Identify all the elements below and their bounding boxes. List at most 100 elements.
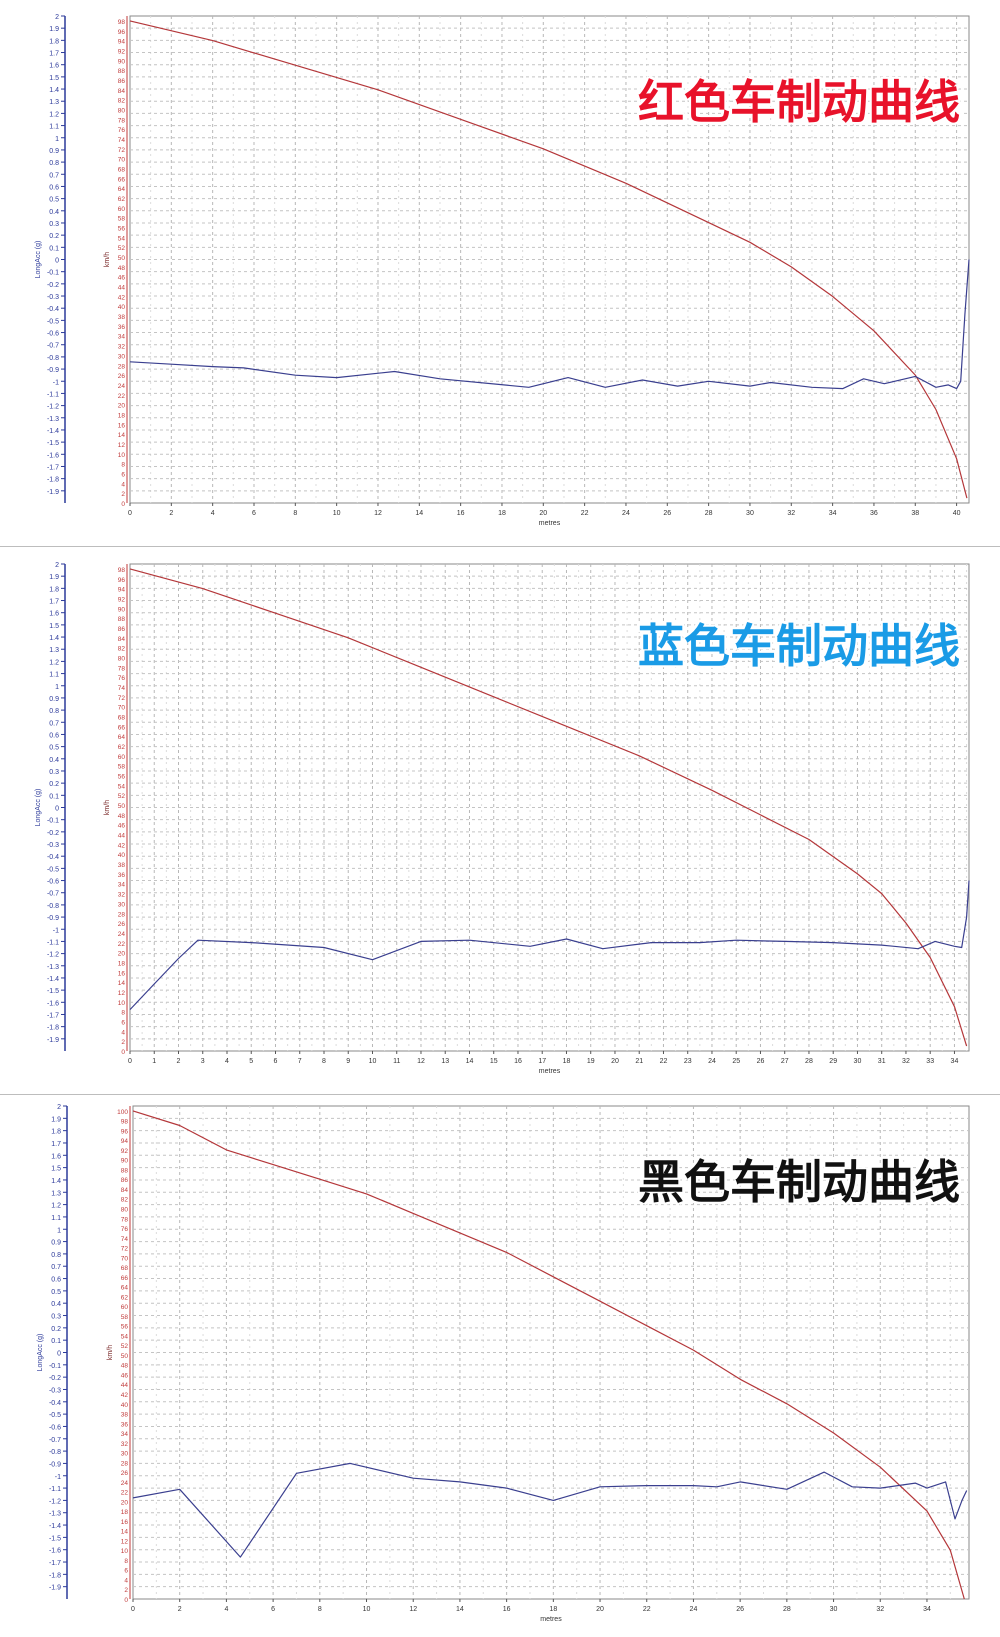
speed-tick-label: 34 [118,334,126,341]
acc-tick-label: -0.1 [47,270,59,277]
acc-tick-label: 1 [55,684,59,691]
x-tick-label: 10 [333,510,341,517]
speed-tick-label: 24 [118,383,126,390]
acc-tick-label: 1.3 [49,647,59,654]
speed-tick-label: 40 [121,1402,129,1409]
acc-tick-label: -0.9 [47,915,59,922]
speed-tick-label: 38 [118,862,126,869]
speed-tick-label: 24 [118,931,126,938]
acc-tick-label: -1.1 [49,1486,61,1493]
acc-tick-label: -1.3 [49,1511,61,1518]
x-tick-label: 14 [456,1606,464,1613]
speed-tick-label: 8 [121,1010,125,1017]
x-tick-label: 38 [911,510,919,517]
x-tick-label: 9 [346,1058,350,1065]
x-tick-label: 16 [503,1606,511,1613]
speed-tick-label: 16 [118,970,126,977]
speed-tick-label: 62 [118,744,126,751]
x-axis-label: metres [539,1068,561,1075]
acc-tick-label: 0.5 [49,745,59,752]
x-tick-label: 0 [128,1058,132,1065]
x-tick-label: 8 [318,1606,322,1613]
acc-tick-label: -0.3 [47,294,59,301]
speed-curve [129,568,968,1047]
chart-svg-blue: 2 1.9 1.8 1.7 1.6 1.5 1.4 1.3 1.2 1.1 1 0.9 0.8 0.7 0.… [35,562,970,1075]
speed-tick-label: 72 [118,147,126,154]
acc-tick-label: -1.2 [49,1498,61,1505]
speed-tick-label: 68 [121,1265,129,1272]
acc-tick-label: -1.3 [47,416,59,423]
speed-tick-label: 54 [118,235,126,242]
speed-tick-label: 50 [121,1353,129,1360]
acc-tick-label: 0.6 [49,184,59,191]
acc-tick-label: -1.1 [47,391,59,398]
panel-divider [0,546,1000,547]
x-tick-label: 13 [441,1058,449,1065]
acc-tick-label: -1.7 [47,1012,59,1019]
acc-tick-label: 0 [55,258,59,265]
acc-tick-label: 1.9 [49,26,59,33]
x-tick-label: 8 [322,1058,326,1065]
speed-tick-label: 50 [118,255,126,262]
acc-tick-label: -0.9 [49,1461,61,1468]
x-tick-label: 1 [152,1058,156,1065]
x-tick-label: 6 [271,1606,275,1613]
x-tick-label: 6 [252,510,256,517]
acc-tick-label: 1.3 [51,1190,61,1197]
acc-tick-label: 1.5 [49,623,59,630]
speed-tick-label: 36 [121,1421,129,1428]
acc-tick-label: 0.4 [49,209,59,216]
speed-tick-label: 82 [118,98,126,105]
acc-tick-label: 0.1 [51,1338,61,1345]
speed-tick-label: 86 [121,1177,129,1184]
speed-tick-label: 48 [118,265,126,272]
speed-tick-label: 46 [118,275,126,282]
x-tick-label: 4 [224,1606,228,1613]
speed-tick-label: 48 [118,813,126,820]
speed-tick-label: 58 [118,216,126,223]
acc-tick-label: -1.5 [49,1535,61,1542]
acc-tick-label: -1.8 [49,1572,61,1579]
acc-tick-label: -1.4 [49,1523,61,1530]
acc-tick-label: 0.9 [51,1240,61,1247]
speed-tick-label: 54 [121,1333,129,1340]
x-tick-label: 32 [902,1058,910,1065]
acc-tick-label: 1.9 [51,1116,61,1123]
acc-axis-label: LongAcc (g) [35,789,42,827]
x-tick-label: 3 [201,1058,205,1065]
acc-tick-label: -1.6 [49,1548,61,1555]
acc-tick-label: -1.3 [47,964,59,971]
speed-tick-label: 28 [118,911,126,918]
x-tick-label: 20 [596,1606,604,1613]
x-tick-label: 20 [539,510,547,517]
speed-tick-label: 30 [121,1451,129,1458]
x-tick-label: 5 [249,1058,253,1065]
speed-tick-label: 52 [121,1343,129,1350]
acc-tick-label: 0.3 [51,1314,61,1321]
acc-tick-label: 1.1 [49,124,59,131]
speed-tick-label: 74 [118,137,126,144]
x-tick-label: 22 [660,1058,668,1065]
speed-tick-label: 14 [121,1529,129,1536]
speed-tick-label: 86 [118,626,126,633]
acc-tick-label: 1.8 [51,1129,61,1136]
speed-tick-label: 64 [121,1285,129,1292]
speed-tick-label: 42 [121,1392,129,1399]
speed-tick-label: 20 [118,951,126,958]
speed-tick-label: 96 [118,29,126,36]
chart-svg-red: 2 1.9 1.8 1.7 1.6 1.5 1.4 1.3 1.2 1.1 1 0.9 0.8 0.7 0.… [35,14,970,527]
speed-tick-label: 22 [118,393,126,400]
acc-tick-label: -0.4 [47,854,59,861]
x-tick-label: 4 [211,510,215,517]
speed-tick-label: 2 [124,1587,128,1594]
acc-tick-label: -1 [53,379,59,386]
speed-tick-label: 0 [121,501,125,508]
speed-tick-label: 66 [121,1275,129,1282]
acc-tick-label: 0.8 [51,1252,61,1259]
x-tick-label: 18 [498,510,506,517]
acc-tick-label: 1.9 [49,574,59,581]
x-tick-label: 18 [563,1058,571,1065]
speed-tick-label: 74 [118,685,126,692]
x-tick-label: 30 [854,1058,862,1065]
speed-tick-label: 88 [118,68,126,75]
